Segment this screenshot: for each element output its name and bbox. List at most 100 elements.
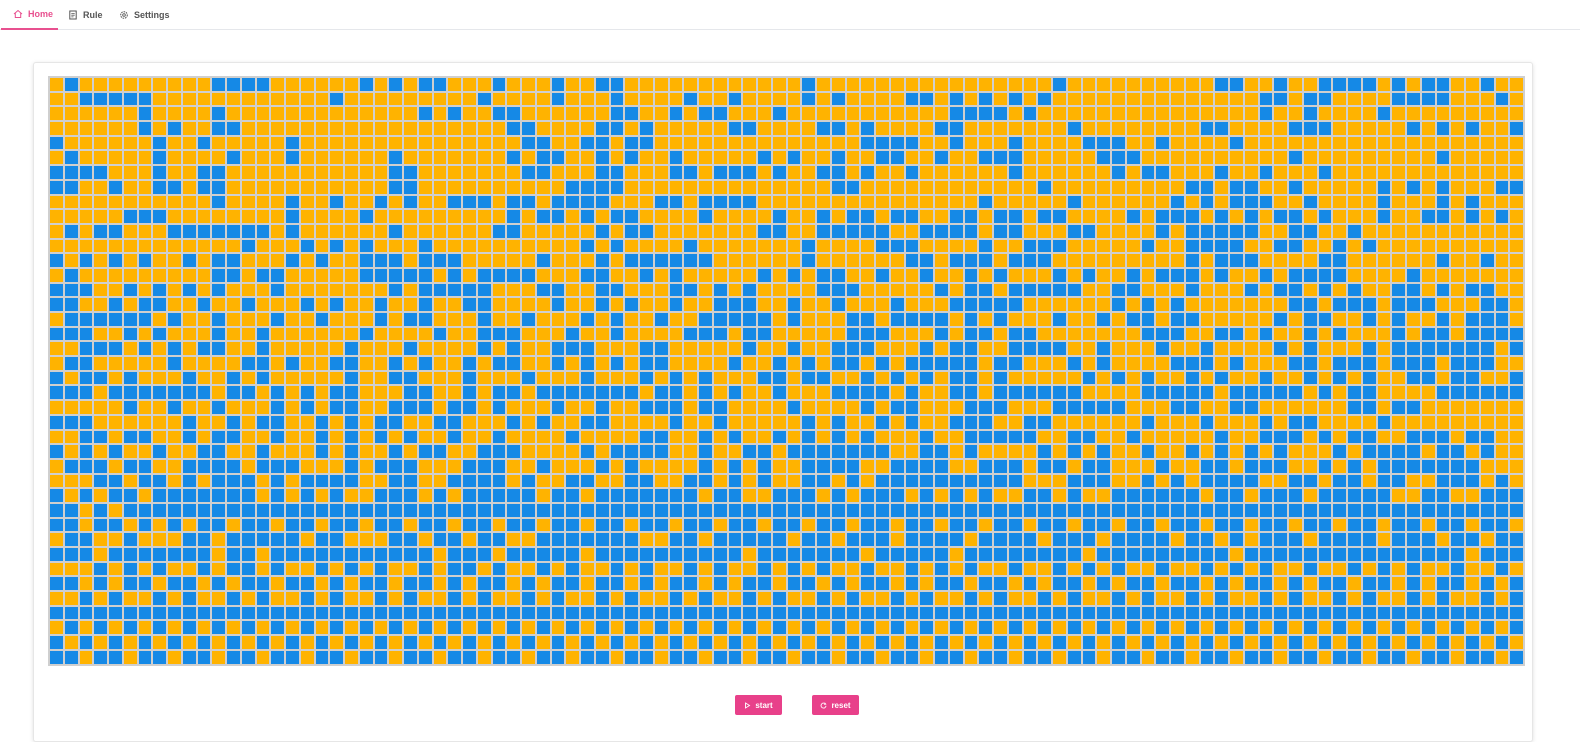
cell-dead[interactable] (138, 166, 152, 179)
cell-alive[interactable] (1259, 268, 1273, 282)
cell-alive[interactable] (1097, 621, 1110, 635)
cell-dead[interactable] (286, 562, 299, 576)
cell-dead[interactable] (1451, 195, 1464, 209)
cell-alive[interactable] (300, 606, 314, 620)
cell-dead[interactable] (94, 78, 107, 91)
cell-dead[interactable] (1303, 592, 1317, 605)
cell-dead[interactable] (345, 78, 358, 91)
cell-alive[interactable] (846, 636, 860, 649)
cell-alive[interactable] (890, 459, 904, 473)
cell-dead[interactable] (684, 459, 697, 473)
cell-alive[interactable] (1230, 327, 1243, 341)
cell-dead[interactable] (197, 283, 211, 297)
cell-alive[interactable] (168, 503, 181, 517)
cell-alive[interactable] (1362, 445, 1376, 458)
cell-dead[interactable] (905, 107, 919, 121)
cell-dead[interactable] (1480, 122, 1494, 135)
cell-dead[interactable] (433, 107, 447, 121)
cell-alive[interactable] (330, 606, 343, 620)
cell-alive[interactable] (345, 415, 358, 429)
cell-alive[interactable] (477, 518, 491, 532)
cell-alive[interactable] (1392, 445, 1405, 458)
cell-dead[interactable] (699, 268, 712, 282)
cell-dead[interactable] (743, 254, 756, 267)
cell-alive[interactable] (743, 313, 756, 326)
cell-dead[interactable] (197, 371, 211, 385)
cell-alive[interactable] (182, 650, 196, 664)
cell-alive[interactable] (1230, 195, 1243, 209)
cell-alive[interactable] (536, 650, 550, 664)
cell-alive[interactable] (1171, 268, 1184, 282)
cell-alive[interactable] (1053, 562, 1066, 576)
cell-alive[interactable] (330, 92, 343, 106)
cell-alive[interactable] (964, 371, 978, 385)
cell-alive[interactable] (345, 445, 358, 458)
cell-dead[interactable] (1082, 357, 1096, 370)
cell-alive[interactable] (1289, 606, 1302, 620)
cell-dead[interactable] (64, 92, 78, 106)
cell-dead[interactable] (168, 415, 181, 429)
cell-alive[interactable] (212, 474, 225, 488)
cell-alive[interactable] (330, 195, 343, 209)
cell-alive[interactable] (876, 136, 889, 150)
cell-dead[interactable] (920, 636, 933, 649)
cell-dead[interactable] (654, 533, 668, 546)
cell-alive[interactable] (964, 313, 978, 326)
cell-alive[interactable] (1421, 298, 1435, 311)
cell-alive[interactable] (595, 577, 609, 591)
cell-dead[interactable] (1333, 401, 1346, 414)
cell-alive[interactable] (595, 415, 609, 429)
cell-alive[interactable] (1053, 342, 1066, 356)
cell-dead[interactable] (536, 371, 550, 385)
cell-dead[interactable] (1097, 166, 1110, 179)
cell-alive[interactable] (772, 430, 786, 444)
cell-dead[interactable] (522, 401, 535, 414)
cell-alive[interactable] (241, 503, 255, 517)
cell-dead[interactable] (212, 592, 225, 605)
cell-dead[interactable] (286, 268, 299, 282)
cell-alive[interactable] (1067, 224, 1081, 238)
cell-alive[interactable] (345, 430, 358, 444)
cell-alive[interactable] (345, 548, 358, 561)
cell-alive[interactable] (50, 136, 63, 150)
cell-dead[interactable] (1436, 268, 1450, 282)
cell-alive[interactable] (286, 548, 299, 561)
cell-dead[interactable] (846, 107, 860, 121)
cell-alive[interactable] (743, 533, 756, 546)
cell-alive[interactable] (168, 606, 181, 620)
cell-dead[interactable] (463, 415, 476, 429)
cell-dead[interactable] (758, 180, 771, 194)
cell-dead[interactable] (802, 562, 815, 576)
cell-alive[interactable] (1495, 548, 1509, 561)
cell-dead[interactable] (1348, 254, 1361, 267)
cell-alive[interactable] (241, 562, 255, 576)
cell-alive[interactable] (905, 650, 919, 664)
cell-alive[interactable] (418, 283, 432, 297)
cell-dead[interactable] (359, 415, 373, 429)
cell-dead[interactable] (1466, 166, 1479, 179)
cell-dead[interactable] (1185, 327, 1199, 341)
cell-dead[interactable] (1495, 268, 1509, 282)
cell-alive[interactable] (241, 533, 255, 546)
cell-dead[interactable] (1318, 180, 1332, 194)
cell-dead[interactable] (1112, 180, 1125, 194)
cell-alive[interactable] (1318, 268, 1332, 282)
cell-dead[interactable] (1141, 151, 1155, 165)
cell-dead[interactable] (433, 92, 447, 106)
cell-alive[interactable] (758, 503, 771, 517)
cell-alive[interactable] (463, 371, 476, 385)
cell-alive[interactable] (507, 518, 520, 532)
cell-dead[interactable] (743, 371, 756, 385)
cell-dead[interactable] (286, 283, 299, 297)
cell-dead[interactable] (1053, 371, 1066, 385)
cell-alive[interactable] (1318, 533, 1332, 546)
cell-alive[interactable] (418, 577, 432, 591)
cell-dead[interactable] (890, 327, 904, 341)
cell-dead[interactable] (905, 224, 919, 238)
cell-alive[interactable] (581, 503, 594, 517)
cell-alive[interactable] (1392, 298, 1405, 311)
cell-alive[interactable] (743, 166, 756, 179)
cell-alive[interactable] (389, 180, 402, 194)
cell-alive[interactable] (359, 210, 373, 223)
cell-alive[interactable] (418, 606, 432, 620)
